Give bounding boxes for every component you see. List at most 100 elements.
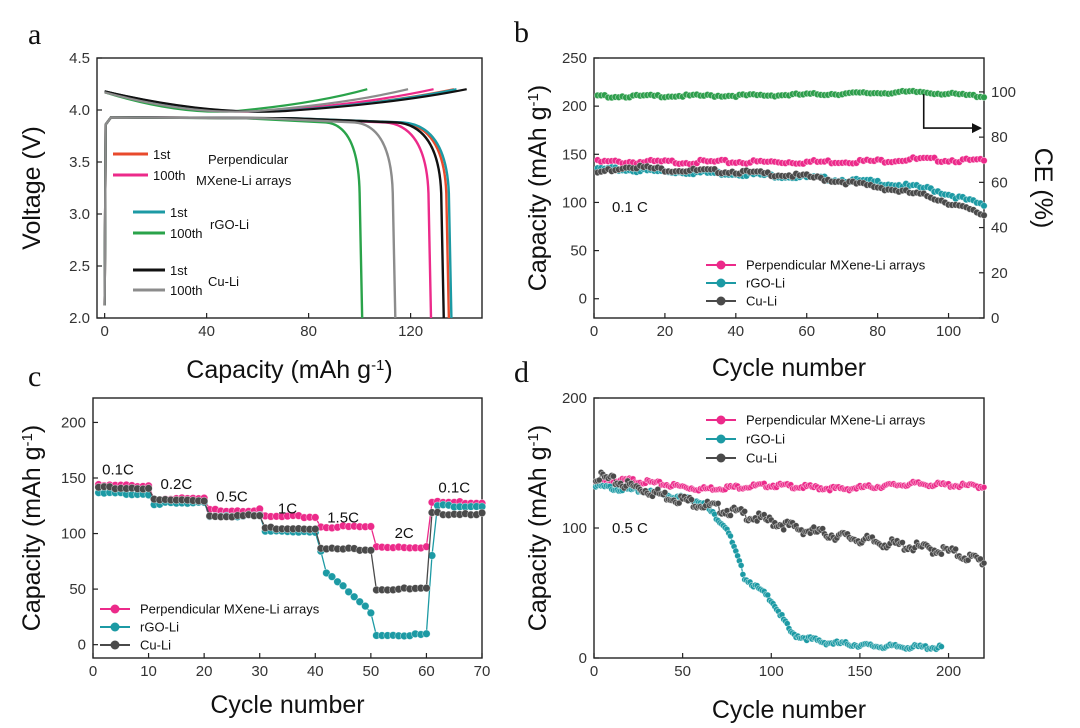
legend-b-item-1-label: rGO-Li: [746, 276, 785, 291]
y-axis-d-tick-label: 0: [579, 650, 587, 667]
legend-c-item-0-swatch-marker: [110, 604, 120, 614]
y-axis-a-tick-label: 2.0: [69, 310, 90, 327]
chart-panel-d: 0 50 100 150 200 0 100 200 Cycle number Capacity …: [524, 390, 988, 724]
legend-b-item-0-swatch-marker: [716, 260, 726, 270]
series-d-2-point: [596, 476, 603, 484]
rate-label-c-6: 0.1C: [438, 479, 470, 496]
y2-axis-b-tick-label: 20: [991, 265, 1008, 282]
charge-curve-cu100: [104, 88, 409, 113]
chart-panel-a: 0 40 80 120 2.0 2.5 3.0 3.5 4.0 4.5 Capacity (mAh …: [18, 50, 483, 384]
x-axis-b-tick-label: 100: [936, 323, 961, 340]
legend-d: Perpendicular MXene-Li arrays rGO-Li Cu-Li: [706, 413, 926, 466]
legend-a: 1st 100th 1st 100th 1st 100th Perpendicular MXe…: [113, 147, 292, 298]
series-c-1-point: [366, 608, 375, 618]
x-axis-d-tick-label: 100: [759, 663, 784, 680]
series-c-2-point: [477, 508, 487, 517]
series-c-1-point: [361, 601, 370, 611]
series-d-2-point: [964, 556, 972, 564]
y-axis-title-a: Voltage (V): [18, 126, 46, 250]
plot-area-a: [96, 57, 483, 319]
x-axis-c-tick-label: 20: [196, 663, 213, 680]
legend-d-item-1-swatch-marker: [716, 434, 726, 444]
y2-axis-title-b: CE (%): [1029, 148, 1057, 229]
y-axis-c-tick-label: 0: [78, 637, 86, 654]
series-d-2-point: [610, 472, 617, 480]
series-c-2-point: [422, 583, 431, 593]
y-axis-d-tick-label: 100: [562, 520, 587, 537]
x-axis-b-tick-label: 60: [798, 323, 815, 340]
series-d-2-point: [714, 500, 722, 507]
legend-label-rgo1: 1st: [170, 205, 188, 220]
legend-b-item-1-swatch-marker: [716, 278, 726, 288]
x-axis-a-tick-label: 120: [398, 323, 423, 340]
x-axis-c-tick-label: 70: [474, 663, 491, 680]
x-axis-c-tick-label: 30: [251, 663, 268, 680]
y2-axis-b-tick-label: 80: [991, 129, 1008, 146]
y-axis-title-d: Capacity (mAh g-1): [524, 425, 552, 631]
series-d-0-point: [980, 483, 988, 491]
legend-d-item-2-swatch-marker: [716, 453, 726, 463]
rate-label-c-5: 2C: [395, 525, 414, 542]
x-axis-title-c: Cycle number: [210, 691, 364, 719]
legend-c-item-0-label: Perpendicular MXene-Li arrays: [140, 602, 320, 617]
y-axis-c-tick-label: 200: [61, 414, 86, 431]
rate-annotation-b: 0.1 C: [612, 199, 648, 216]
legend-label-mx1: 1st: [153, 147, 171, 162]
series-c-2-point: [144, 484, 153, 493]
series-d-2-point: [952, 545, 959, 553]
rate-label-c-4: 1.5C: [327, 509, 359, 526]
rate-label-c-1: 0.2C: [161, 476, 193, 493]
discharge-curve-cu100: [103, 116, 397, 319]
series-c-0-point: [366, 522, 375, 531]
legend-d-item-2-label: Cu-Li: [746, 451, 777, 466]
ce-axis-arrow-line: [922, 94, 978, 129]
x-axis-b-tick-label: 80: [869, 323, 886, 340]
x-axis-a-tick-label: 80: [300, 323, 317, 340]
legend-c-item-2-label: Cu-Li: [140, 638, 171, 653]
series-d-2-point: [661, 489, 669, 496]
x-axis-c-tick-label: 40: [307, 663, 324, 680]
series-b-2-point: [980, 211, 988, 219]
series-b-1-point: [980, 202, 988, 210]
y-axis-a-tick-label: 3.0: [69, 206, 90, 223]
legend-group-cu-li: Cu-Li: [208, 274, 239, 289]
series-c-0-point: [311, 513, 320, 522]
x-axis-d-tick-label: 150: [847, 663, 872, 680]
y2-axis-b-tick-label: 100: [991, 84, 1016, 101]
panel-letter-a: a: [28, 18, 41, 51]
y-axis-b-tick-label: 150: [562, 146, 587, 163]
rate-label-c-0: 0.1C: [102, 462, 134, 479]
legend-b-item-0-label: Perpendicular MXene-Li arrays: [746, 258, 926, 273]
y-axis-b-tick-label: 250: [562, 50, 587, 67]
series-c-1-point: [333, 577, 342, 586]
legend-d-item-0-label: Perpendicular MXene-Li arrays: [746, 413, 926, 428]
x-axis-title-a: Capacity (mAh g-1): [186, 356, 392, 384]
y-axis-a-tick-label: 4.0: [69, 102, 90, 119]
charge-curve-cu1: [104, 88, 467, 113]
y2-axis-b-tick-label: 0: [991, 310, 999, 327]
series-d-2-point: [938, 550, 945, 558]
x-axis-b-tick-label: 0: [590, 323, 598, 340]
series-c-2-point: [311, 524, 320, 534]
legend-group-rgo-li: rGO-Li: [210, 217, 249, 232]
series-c-2-point: [366, 546, 375, 555]
y2-axis-b-tick-label: 60: [991, 174, 1008, 191]
plot-area-b: [593, 57, 985, 319]
series-d-2-point: [780, 526, 787, 534]
x-axis-title-b: Cycle number: [712, 354, 866, 382]
series-c-1-point: [422, 629, 431, 638]
x-axis-c-tick-label: 10: [140, 663, 157, 680]
y-axis-c-tick-label: 100: [61, 526, 86, 543]
series-c-1-point: [327, 572, 337, 581]
legend-label-cu1: 1st: [170, 263, 188, 278]
legend-c-item-1-label: rGO-Li: [140, 620, 179, 635]
series-d-1-point: [727, 532, 734, 540]
rate-label-c-3: 1C: [278, 501, 297, 518]
panel-letter-b: b: [514, 16, 529, 49]
x-axis-c-tick-label: 0: [89, 663, 97, 680]
y-axis-a-tick-label: 4.5: [69, 50, 90, 67]
series-d-2-point: [899, 539, 906, 546]
y-axis-title-c: Capacity (mAh g-1): [18, 425, 46, 631]
y-axis-b-tick-label: 200: [562, 98, 587, 115]
